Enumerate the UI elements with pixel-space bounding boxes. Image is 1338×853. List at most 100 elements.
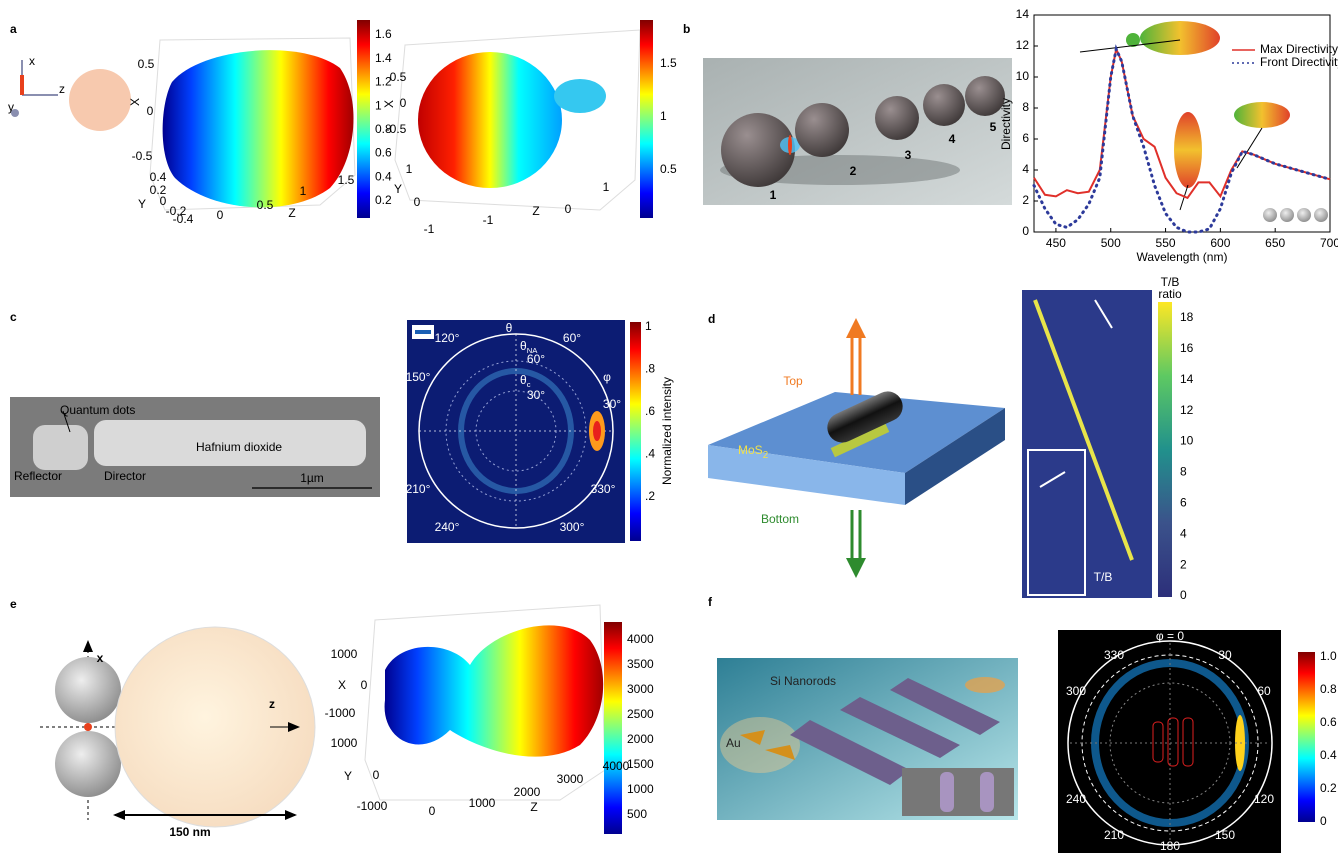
label: 0 — [160, 194, 167, 208]
label: -1000 — [325, 706, 356, 720]
colorbar-tick-label: 0.2 — [1320, 781, 1337, 795]
label: φ = 0 — [1156, 629, 1184, 643]
colorbar-tick-label: 1 — [660, 109, 667, 123]
label: 150 nm — [169, 825, 210, 839]
label: 210° — [406, 482, 431, 496]
label: T/B — [1094, 570, 1113, 584]
label: 4 — [949, 132, 956, 146]
colorbar-tick-label: 3000 — [627, 682, 654, 696]
label: Y — [138, 197, 146, 211]
label: θNA — [520, 339, 538, 355]
label: 2 — [850, 164, 857, 178]
colorbar-tick-label: 1.6 — [375, 27, 392, 41]
panel-label: a — [10, 22, 17, 36]
label: Y — [394, 182, 402, 196]
label: -0.2 — [166, 204, 187, 218]
colorbar-tick-label: 0.8 — [1320, 682, 1337, 696]
colorbar-tick-label: 2500 — [627, 707, 654, 721]
panel-e-art — [40, 604, 622, 834]
label: 0 — [565, 202, 572, 216]
label: 240 — [1066, 792, 1086, 806]
label: 3 — [905, 148, 912, 162]
colorbar-tick-label: .4 — [645, 447, 655, 461]
label: T/B — [1161, 275, 1180, 289]
label: Z — [288, 206, 295, 220]
label-base: MoS — [738, 443, 763, 457]
label: 0.5 — [257, 198, 274, 212]
colorbar-tick-label: 4000 — [627, 632, 654, 646]
colorbar-tick-label: 500 — [627, 807, 647, 821]
label: Top — [783, 374, 803, 388]
label: 0 — [147, 104, 154, 118]
panel-label: b — [683, 22, 690, 36]
label: 1 — [300, 184, 307, 198]
label: -0.5 — [386, 122, 407, 136]
label: z — [59, 82, 65, 96]
label: -0.4 — [173, 212, 194, 226]
label: 5 — [990, 120, 997, 134]
label: Quantum dots — [60, 403, 135, 417]
colorbar-tick-label: 1500 — [627, 757, 654, 771]
colorbar-tick-label: 0.5 — [660, 162, 677, 176]
label: 0 — [373, 768, 380, 782]
colorbar-tick-label: 2 — [1180, 557, 1187, 571]
label: x — [29, 54, 35, 68]
label: 1000 — [331, 736, 358, 750]
colorbar-tick-label: 0 — [1320, 814, 1327, 828]
panel-b-art — [703, 21, 1328, 222]
colorbar-tick-label: 2000 — [627, 732, 654, 746]
colorbar-tick-label: 14 — [1180, 372, 1194, 386]
label: 30° — [527, 388, 545, 402]
panel-label: c — [10, 310, 17, 324]
label-sub: 2 — [763, 450, 768, 461]
label: X — [128, 98, 142, 106]
colorbar-tick-label: .2 — [645, 489, 655, 503]
label: 1µm — [300, 471, 324, 485]
label: ratio — [1158, 287, 1182, 301]
label: 60° — [563, 331, 581, 345]
colorbar-tick-label: 0.4 — [375, 169, 392, 183]
label: X — [338, 678, 346, 692]
label: 3000 — [557, 772, 584, 786]
panel-label: f — [708, 595, 713, 609]
label: z — [269, 697, 275, 711]
label: 0.5 — [390, 70, 407, 84]
label: 210 — [1104, 828, 1124, 842]
label: 120 — [1254, 792, 1274, 806]
x-tick-label: 450 — [1046, 236, 1066, 250]
label: 30° — [603, 397, 621, 411]
colorbar-tick-label: 16 — [1180, 341, 1194, 355]
label-base: θ — [520, 339, 527, 353]
y-tick-label: 10 — [1016, 69, 1030, 83]
label: 300 — [1066, 684, 1086, 698]
label: φ — [603, 370, 611, 384]
label: 0 — [361, 678, 368, 692]
y-tick-label: 8 — [1022, 100, 1029, 114]
label-sub: NA — [527, 346, 539, 355]
label: 60 — [1257, 684, 1271, 698]
label: -1 — [424, 222, 435, 236]
label: X — [382, 100, 396, 108]
label: 0 — [217, 208, 224, 222]
label: 120° — [435, 331, 460, 345]
x-tick-label: 600 — [1210, 236, 1230, 250]
y-tick-label: 12 — [1016, 38, 1030, 52]
colorbar-tick-label: 12 — [1180, 403, 1194, 417]
colorbar-tick-label: 8 — [1180, 465, 1187, 479]
y-axis-title: Directivity — [999, 98, 1013, 150]
label: 0 — [414, 195, 421, 209]
panel-label: d — [708, 312, 715, 326]
label: 0.4 — [150, 170, 167, 184]
label: Y — [344, 769, 352, 783]
colorbar-tick-label: 0.4 — [1320, 748, 1337, 762]
label: 4000 — [603, 759, 630, 773]
label: Bottom — [761, 512, 799, 526]
y-tick-label: 4 — [1022, 162, 1029, 176]
colorbar-tick-label: 1 — [375, 98, 382, 112]
panel-a-art — [11, 20, 653, 218]
label: 0 — [429, 804, 436, 818]
label: Normalized intensity — [660, 377, 674, 485]
label: 2000 — [514, 785, 541, 799]
label: Z — [530, 800, 537, 814]
label: 300° — [560, 520, 585, 534]
